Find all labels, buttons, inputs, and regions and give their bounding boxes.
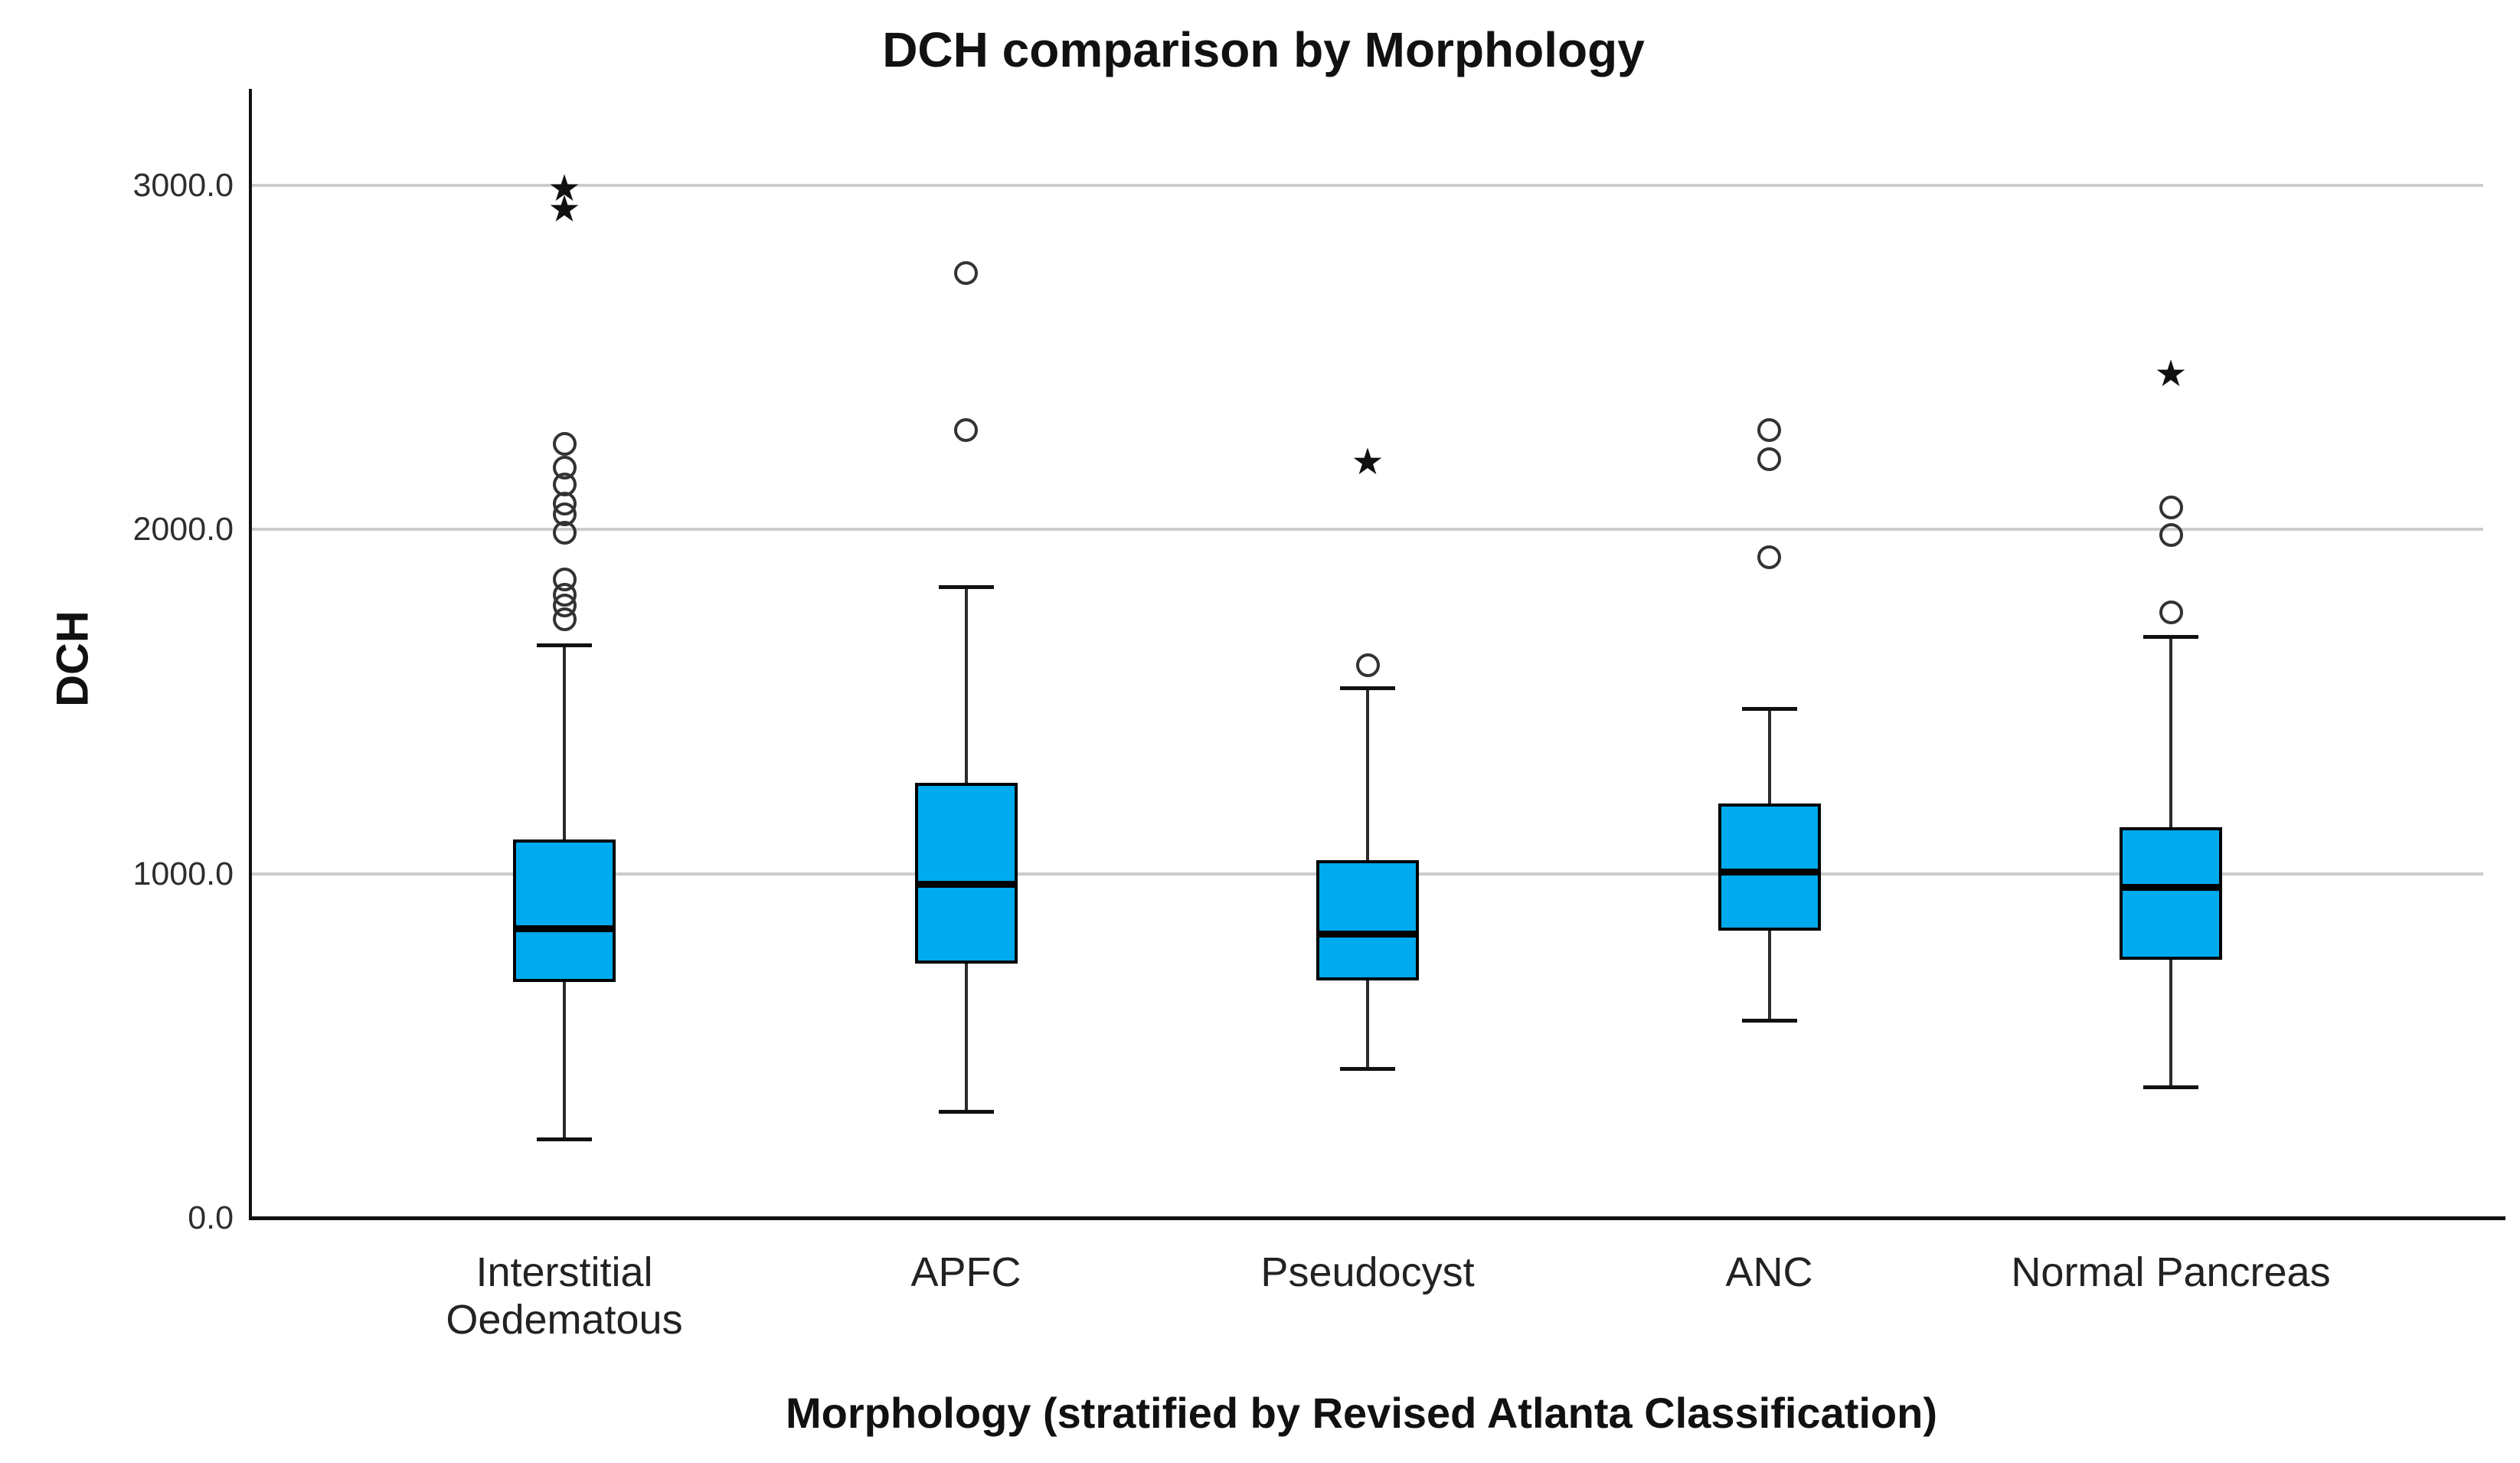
- outlier-circle: [2159, 522, 2183, 547]
- whisker-cap-upper: [537, 643, 592, 647]
- x-axis-line: [249, 1216, 2505, 1220]
- y-axis-line: [249, 89, 252, 1219]
- outlier-circle: [2159, 600, 2183, 624]
- whisker-lower: [1767, 930, 1771, 1020]
- y-tick-label: 0.0: [188, 1200, 234, 1236]
- y-gridline: [252, 528, 2483, 532]
- outlier-circle: [954, 417, 978, 442]
- y-tick-label: 1000.0: [132, 855, 234, 892]
- extreme-star-icon: ★: [1351, 441, 1384, 483]
- median-line: [1316, 930, 1419, 938]
- whisker-upper: [1767, 709, 1771, 804]
- median-line: [2120, 884, 2222, 892]
- outlier-circle: [552, 521, 577, 545]
- whisker-cap-lower: [1741, 1018, 1797, 1023]
- whisker-upper: [964, 586, 968, 783]
- whisker-cap-upper: [2143, 634, 2198, 639]
- whisker-lower: [1366, 980, 1369, 1069]
- whisker-cap-upper: [1741, 707, 1797, 712]
- whisker-lower: [563, 982, 566, 1139]
- x-category-label: Interstitial: [476, 1249, 653, 1295]
- chart-title: DCH comparison by Morphology: [882, 22, 1645, 77]
- x-category-label: Pseudocyst: [1260, 1249, 1475, 1295]
- y-axis-title: DCH: [47, 610, 98, 707]
- iqr-box: [513, 839, 616, 983]
- x-category-label: ANC: [1725, 1249, 1813, 1295]
- median-line: [513, 925, 616, 933]
- x-axis-title: Morphology (stratified by Revised Atlant…: [786, 1389, 1937, 1437]
- iqr-box: [1316, 859, 1419, 980]
- whisker-cap-lower: [537, 1137, 592, 1141]
- whisker-lower: [964, 963, 968, 1111]
- extreme-star-icon: ★: [2154, 354, 2188, 395]
- outlier-circle: [552, 431, 577, 456]
- whisker-cap-lower: [1340, 1066, 1395, 1071]
- whisker-cap-lower: [2143, 1085, 2198, 1090]
- outlier-circle: [2159, 495, 2183, 519]
- y-tick-label: 3000.0: [132, 167, 234, 205]
- whisker-upper: [1366, 688, 1369, 860]
- y-tick-label: 2000.0: [132, 511, 234, 548]
- whisker-cap-upper: [938, 584, 994, 589]
- extreme-star-icon: ★: [547, 188, 581, 230]
- extreme-star-icon: ★: [547, 168, 581, 209]
- median-line: [1718, 868, 1821, 876]
- whisker-lower: [2169, 960, 2172, 1088]
- outlier-circle: [552, 607, 577, 631]
- iqr-box: [914, 782, 1018, 964]
- whisker-cap-upper: [1340, 686, 1395, 691]
- y-gridline: [252, 184, 2483, 188]
- iqr-box: [2120, 827, 2222, 960]
- whisker-cap-lower: [938, 1109, 994, 1114]
- whisker-upper: [2169, 636, 2172, 828]
- x-category-label: Normal Pancreas: [2011, 1249, 2331, 1295]
- x-category-label: Oedematous: [446, 1297, 683, 1343]
- median-line: [914, 880, 1018, 888]
- whisker-upper: [563, 644, 566, 840]
- iqr-box: [1718, 803, 1821, 931]
- outlier-circle: [1757, 545, 1781, 569]
- outlier-circle: [1355, 653, 1380, 678]
- outlier-circle: [1757, 417, 1781, 442]
- outlier-circle: [1757, 447, 1781, 471]
- x-category-label: APFC: [910, 1249, 1021, 1295]
- outlier-circle: [954, 261, 978, 286]
